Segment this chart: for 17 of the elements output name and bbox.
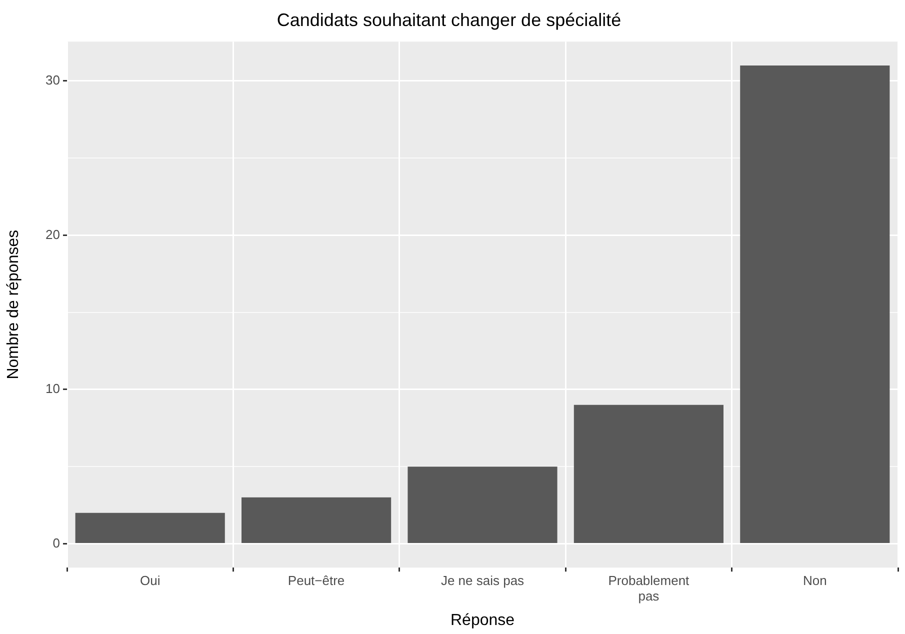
x-tick-label: Je ne sais pas [440, 572, 525, 588]
y-tick-label: 10 [46, 381, 60, 396]
bar [242, 497, 392, 543]
bar [740, 66, 890, 543]
x-tick-label: Oui [140, 572, 160, 588]
x-tick-label: Peut−être [288, 572, 345, 588]
bar [408, 466, 558, 543]
y-tick-label: 20 [46, 226, 60, 242]
chart-title: Candidats souhaitant changer de spécialité [276, 10, 622, 30]
y-tick-label: 30 [46, 72, 60, 88]
bar [574, 404, 724, 543]
x-tick-label: Probablement pas [608, 572, 690, 604]
y-axis-title: Nombre de réponses [5, 230, 22, 380]
y-tick-label: 0 [52, 535, 60, 550]
bar [75, 512, 225, 543]
x-axis-title: Réponse [450, 612, 515, 629]
x-tick-label: Non [802, 572, 827, 588]
